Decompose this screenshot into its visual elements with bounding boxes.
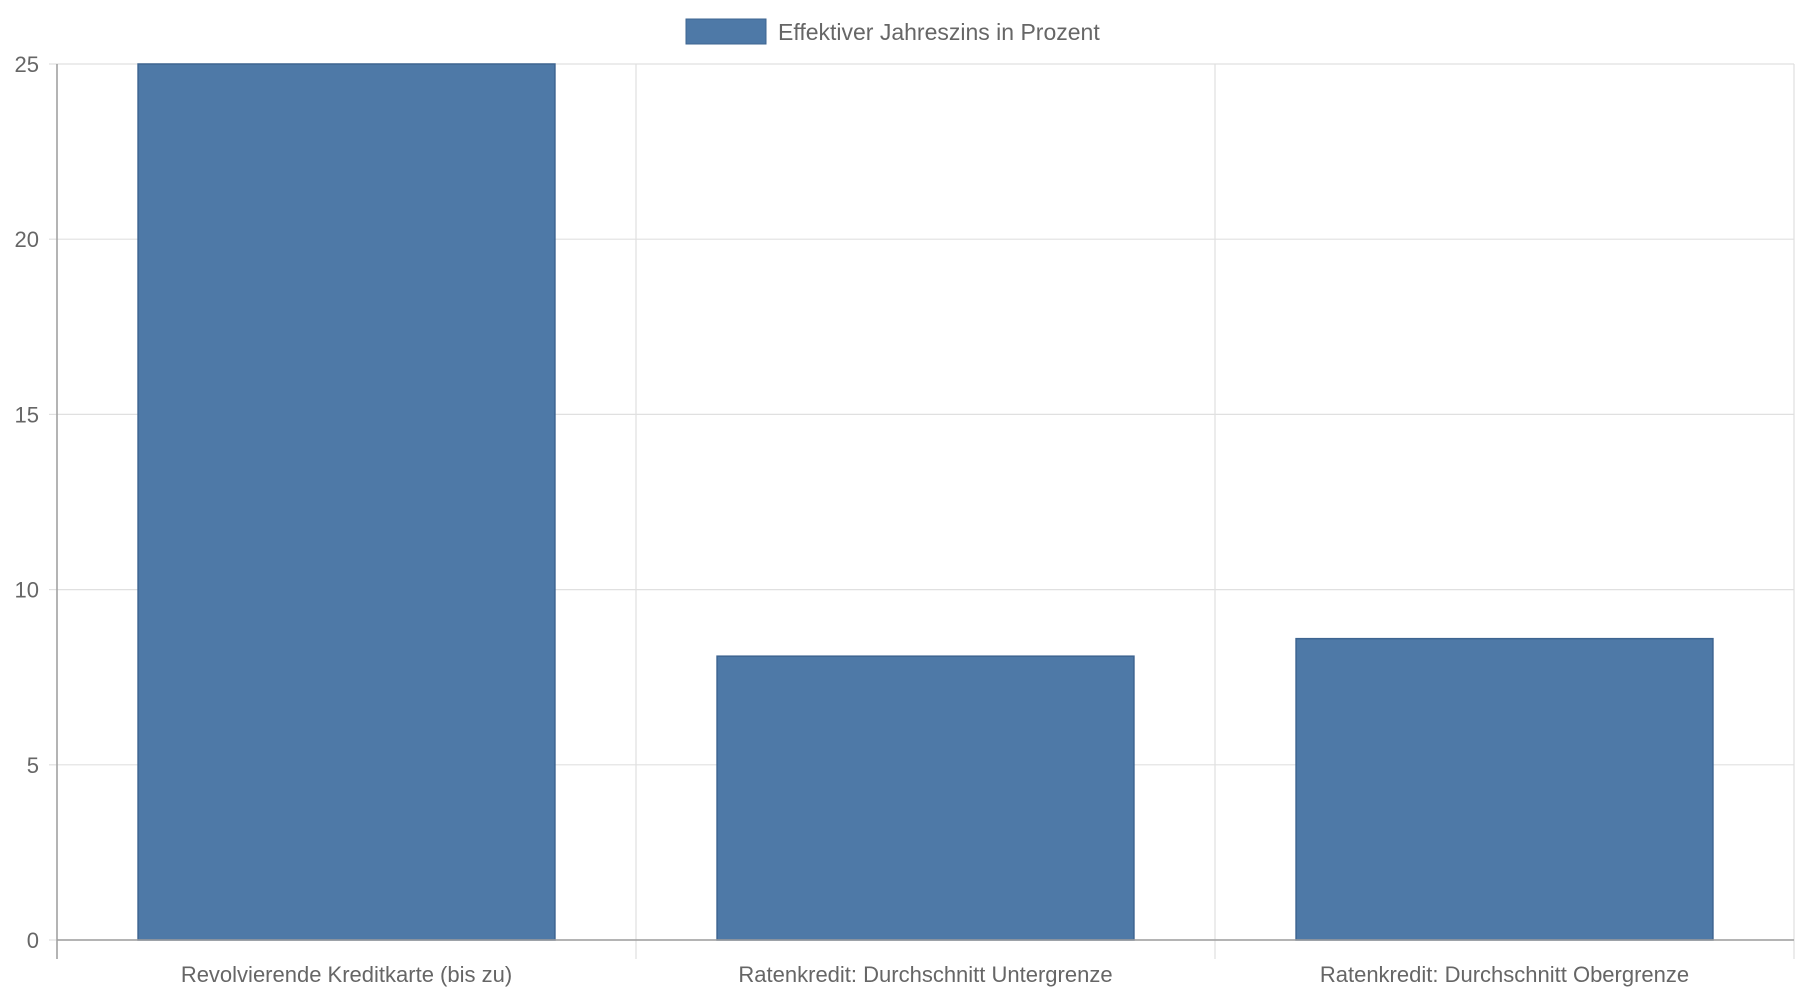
bar xyxy=(137,63,556,941)
bars xyxy=(137,63,1714,941)
y-tick-label: 10 xyxy=(15,578,39,603)
bar xyxy=(716,655,1135,941)
x-tick-label: Revolvierende Kreditkarte (bis zu) xyxy=(181,962,512,987)
legend-swatch[interactable] xyxy=(685,18,767,45)
legend-label[interactable]: Effektiver Jahreszins in Prozent xyxy=(778,19,1100,45)
y-tick-label: 5 xyxy=(27,753,39,778)
y-tick-label: 15 xyxy=(15,402,39,427)
axes xyxy=(49,63,1794,959)
legend[interactable]: Effektiver Jahreszins in Prozent xyxy=(685,18,1100,45)
axis-labels: 0 5 10 15 20 25 Revolvierende Kreditkarte (bis… xyxy=(15,52,1690,987)
y-tick-label: 25 xyxy=(15,52,39,77)
x-tick-label: Ratenkredit: Durchschnitt Obergrenze xyxy=(1320,962,1689,987)
x-tick-label: Ratenkredit: Durchschnitt Untergrenze xyxy=(738,962,1112,987)
y-tick-label: 20 xyxy=(15,227,39,252)
y-tick-label: 0 xyxy=(27,928,39,953)
bar xyxy=(1295,637,1714,941)
